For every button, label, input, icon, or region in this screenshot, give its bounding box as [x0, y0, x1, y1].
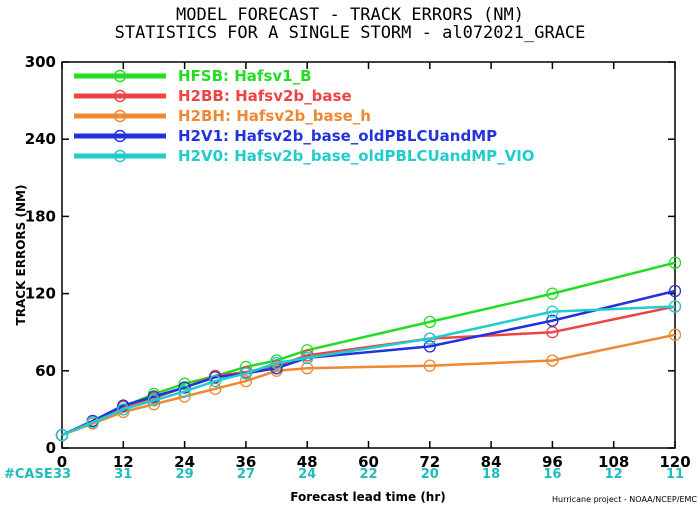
series-line [61, 305, 676, 437]
data-point [270, 356, 283, 370]
data-point [423, 359, 436, 372]
legend-label: H2V1: Hafsv2b_base_oldPBLCUandMP [178, 127, 497, 145]
x-axis: 0 12 24 36 48 60 72 84 96 108 120 [57, 62, 691, 471]
legend-label: H2V0: Hafsv2b_base_oldPBLCUandMP_VIO [178, 147, 535, 165]
data-point [178, 381, 191, 394]
case-count: 31 [114, 467, 132, 482]
data-point [178, 377, 191, 390]
x-tick-label: 96 [542, 453, 563, 471]
case-count: 20 [421, 467, 439, 482]
legend-marker [113, 129, 127, 143]
x-tick-label: 84 [481, 453, 502, 471]
data-point [301, 362, 314, 375]
data-point [301, 351, 314, 365]
series-line [61, 333, 676, 437]
x-tick-label: 24 [174, 453, 195, 471]
legend-label: H2BH: Hafsv2b_base_h [178, 107, 371, 125]
legend-entry: H2V0: Hafsv2b_base_oldPBLCUandMP_VIO [74, 147, 535, 165]
legend-marker [113, 109, 127, 123]
x-tick-label: 0 [57, 453, 67, 471]
data-point [239, 367, 253, 380]
y-tick-label: 180 [25, 207, 56, 225]
legend-entry: H2V1: Hafsv2b_base_oldPBLCUandMP [74, 127, 497, 145]
data-point [209, 374, 222, 388]
case-count: 24 [298, 467, 316, 482]
data-point [209, 371, 222, 384]
data-point [147, 390, 161, 403]
x-tick-label: 120 [659, 453, 690, 471]
data-point [423, 332, 436, 345]
x-tick-label: 12 [113, 453, 134, 471]
legend-marker [113, 69, 127, 83]
case-count: 33 [53, 467, 71, 482]
data-point [423, 315, 436, 329]
x-tick-label: 72 [419, 453, 440, 471]
case-count: 11 [666, 467, 684, 482]
data-point [423, 340, 436, 353]
case-count: 29 [176, 467, 194, 482]
legend-label: HFSB: Hafsv1_B [178, 67, 312, 85]
x-tick-label: 108 [598, 453, 629, 471]
series-1 [55, 300, 682, 442]
case-count: 12 [605, 467, 623, 482]
series-line [61, 289, 676, 437]
chart-title: MODEL FORECAST - TRACK ERRORS (NM) [176, 5, 524, 25]
credit-text: Hurricane project - NOAA/NCEP/EMC [552, 495, 697, 504]
case-count: 18 [482, 467, 500, 482]
series-3 [55, 284, 682, 442]
x-axis-label: Forecast lead time (hr) [290, 490, 446, 504]
y-tick-label: 240 [25, 130, 56, 148]
legend-marker [113, 149, 127, 163]
y-axis-label: TRACK ERRORS (NM) [14, 185, 28, 326]
case-count-row: #CASE 33 31 29 27 24 22 20 18 16 12 11 [4, 467, 684, 482]
y-tick-label: 0 [46, 439, 56, 457]
legend-entry: HFSB: Hafsv1_B [74, 67, 312, 85]
x-tick-label: 60 [358, 453, 379, 471]
data-point [55, 428, 69, 442]
data-point [147, 398, 161, 411]
y-axis: 0 60 120 180 240 300 [25, 53, 675, 457]
data-point [668, 284, 682, 298]
data-point [239, 374, 253, 388]
data-point [546, 354, 559, 367]
series-4 [55, 300, 682, 442]
data-point [117, 403, 130, 416]
legend-label: H2BB: Hafsv2b_base [178, 87, 352, 105]
y-tick-label: 60 [35, 362, 56, 380]
data-point [86, 416, 99, 429]
series-layer [55, 256, 682, 442]
data-point [668, 256, 682, 269]
data-point [546, 314, 559, 327]
legend: HFSB: Hafsv1_B H2BB: Hafsv2b_base H2BH: Ha… [74, 67, 535, 165]
y-tick-label: 300 [25, 53, 56, 71]
data-point [147, 394, 161, 407]
case-count: 22 [359, 467, 377, 482]
case-count: 27 [237, 467, 255, 482]
legend-entry: H2BH: Hafsv2b_base_h [74, 107, 371, 125]
x-tick-label: 48 [297, 453, 318, 471]
data-point [546, 287, 559, 300]
x-tick-label: 36 [235, 453, 256, 471]
legend-entry: H2BB: Hafsv2b_base [74, 87, 352, 105]
chart-subtitle: STATISTICS FOR A SINGLE STORM - al072021… [115, 23, 586, 43]
case-label: #CASE [4, 467, 53, 482]
legend-marker [113, 89, 127, 103]
data-point [178, 385, 191, 398]
data-point [117, 399, 130, 412]
case-count: 16 [543, 467, 561, 482]
data-point [668, 300, 682, 313]
y-tick-label: 120 [25, 285, 56, 303]
data-point [668, 328, 682, 341]
data-point [546, 305, 559, 318]
